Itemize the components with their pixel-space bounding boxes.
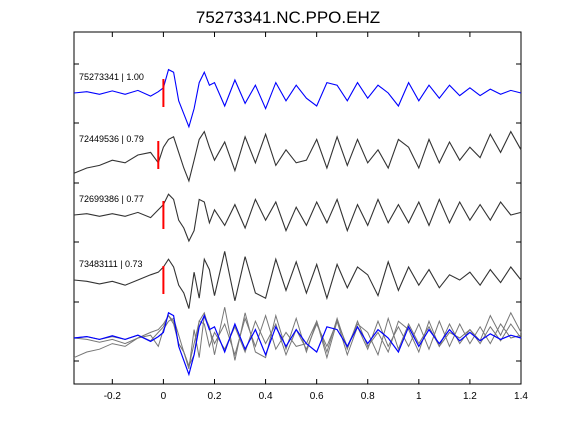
trace-label: 73483111 | 0.73 [79, 259, 143, 269]
x-tick-label: 1 [416, 391, 422, 402]
chart-title: 75273341.NC.PPO.EHZ [196, 8, 380, 27]
overlay-trace-line [73, 314, 522, 368]
y-axis-ticks [74, 63, 521, 362]
trace-group: 75273341 | 1.00 72449536 | 0.79 72699386 |… [73, 68, 522, 309]
x-tick-label: 0.4 [259, 391, 273, 402]
x-tick-label: 0.6 [310, 391, 324, 402]
x-tick-label: 0.2 [208, 391, 222, 402]
x-axis: -0.2 0 0.2 0.4 0.6 0.8 1 1.2 1.4 [104, 32, 528, 402]
trace-line [73, 130, 522, 183]
trace-label: 72449536 | 0.79 [79, 134, 144, 144]
plot-frame [73, 31, 522, 385]
x-tick-label: 0.8 [361, 391, 375, 402]
overlay-trace-line [73, 307, 522, 369]
overlay-trace-line [73, 311, 522, 377]
trace-label: 75273341 | 1.00 [79, 72, 144, 82]
x-tick-label: 1.4 [514, 391, 528, 402]
x-tick-label: 1.2 [463, 391, 477, 402]
x-tick-label: 0 [161, 391, 167, 402]
overlay-group [73, 307, 522, 377]
x-tick-label: -0.2 [104, 391, 122, 402]
trace-label: 72699386 | 0.77 [79, 194, 144, 204]
